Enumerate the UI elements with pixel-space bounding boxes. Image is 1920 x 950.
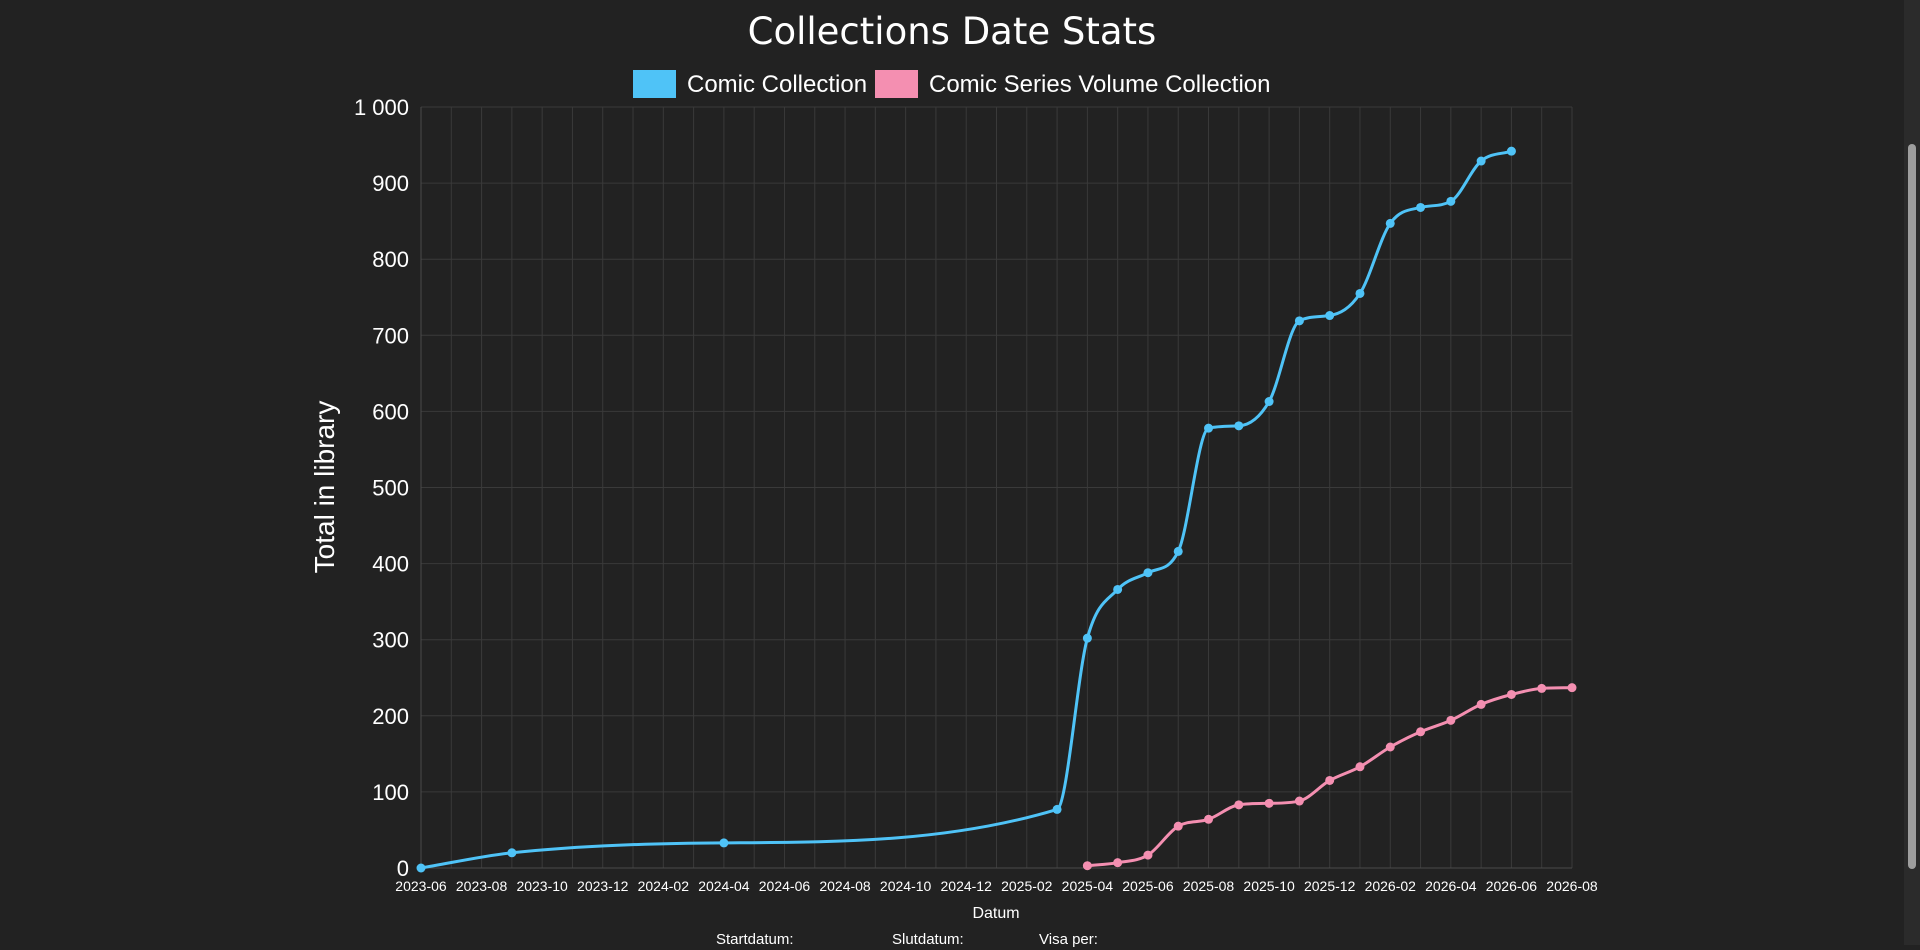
data-point — [1113, 584, 1123, 594]
data-point — [1234, 800, 1244, 810]
data-point — [1476, 699, 1486, 709]
legend-swatch-comic-collection — [633, 70, 676, 98]
y-tick-label: 700 — [372, 323, 409, 348]
data-point — [1264, 798, 1274, 808]
x-tick-label: 2024-12 — [941, 878, 993, 894]
y-axis-label: Total in library — [309, 401, 340, 574]
data-point — [507, 848, 517, 858]
data-point — [1416, 202, 1426, 212]
x-axis-ticks: 2023-06 2023-08 2023-10 2023-12 2024-02 2024-… — [395, 878, 1598, 894]
data-point — [1294, 796, 1304, 806]
legend-item-comic-series-volume-collection[interactable]: Comic Series Volume Collection — [875, 70, 1270, 98]
series-comic-collection — [416, 146, 1516, 873]
series-layer — [416, 146, 1577, 873]
data-point — [1173, 546, 1183, 556]
scrollbar-track[interactable] — [1904, 0, 1920, 945]
scrollbar-thumb[interactable] — [1908, 144, 1916, 869]
data-point — [1385, 218, 1395, 228]
series-comic-series-volume-collection — [1082, 683, 1577, 871]
x-tick-label: 2023-06 — [395, 878, 447, 894]
data-point — [1264, 397, 1274, 407]
x-tick-label: 2026-08 — [1546, 878, 1598, 894]
x-tick-label: 2025-04 — [1062, 878, 1114, 894]
y-tick-label: 200 — [372, 704, 409, 729]
data-point — [1446, 196, 1456, 206]
data-point — [1355, 288, 1365, 298]
data-point — [1234, 421, 1244, 431]
data-point — [1416, 727, 1426, 737]
series-line-comic-collection — [420, 149, 1512, 870]
x-tick-label: 2025-08 — [1183, 878, 1235, 894]
x-tick-label: 2025-06 — [1122, 878, 1174, 894]
y-axis-ticks: 0 100 200 300 400 500 600 700 800 900 1 000 — [354, 95, 409, 881]
data-point — [1537, 683, 1547, 693]
data-point — [416, 863, 426, 873]
x-tick-label: 2023-10 — [516, 878, 568, 894]
data-point — [1355, 762, 1365, 772]
y-tick-label: 400 — [372, 552, 409, 577]
legend-item-comic-collection[interactable]: Comic Collection — [633, 70, 867, 98]
x-tick-label: 2024-10 — [880, 878, 932, 894]
data-point — [1506, 689, 1516, 699]
chart-title: Collections Date Stats — [748, 10, 1157, 53]
legend-label-comic-series-volume-collection: Comic Series Volume Collection — [929, 71, 1270, 98]
data-point — [1113, 858, 1123, 868]
x-tick-label: 2024-08 — [819, 878, 871, 894]
grid — [420, 106, 1573, 869]
x-tick-label: 2024-02 — [638, 878, 690, 894]
data-point — [1143, 850, 1153, 860]
y-tick-label: 500 — [372, 476, 409, 501]
legend-swatch-comic-series-volume-collection — [875, 70, 918, 98]
date-controls: Startdatum: Slutdatum: Visa per: — [0, 929, 1904, 948]
y-tick-label: 0 — [397, 856, 409, 881]
show-per-label: Visa per: — [1039, 931, 1098, 948]
x-tick-label: 2023-12 — [577, 878, 629, 894]
data-point — [1506, 146, 1516, 156]
y-tick-label: 600 — [372, 399, 409, 424]
y-tick-label: 1 000 — [354, 95, 409, 120]
y-tick-label: 100 — [372, 780, 409, 805]
data-point — [1143, 568, 1153, 578]
data-point — [1082, 633, 1092, 643]
y-tick-label: 800 — [372, 247, 409, 272]
start-date-label: Startdatum: — [716, 931, 794, 948]
x-tick-label: 2023-08 — [456, 878, 508, 894]
x-tick-label: 2025-10 — [1243, 878, 1295, 894]
data-point — [1204, 423, 1214, 433]
data-point — [1446, 715, 1456, 725]
data-point — [1567, 683, 1577, 693]
data-point — [1476, 156, 1486, 166]
legend-label-comic-collection: Comic Collection — [687, 71, 867, 98]
data-point — [1204, 814, 1214, 824]
x-tick-label: 2024-06 — [759, 878, 811, 894]
end-date-label: Slutdatum: — [892, 931, 964, 948]
x-tick-label: 2024-04 — [698, 878, 750, 894]
data-point — [1325, 775, 1335, 785]
x-tick-label: 2025-02 — [1001, 878, 1053, 894]
data-point — [1082, 861, 1092, 871]
x-tick-label: 2026-02 — [1365, 878, 1417, 894]
data-point — [1052, 804, 1062, 814]
data-point — [719, 838, 729, 848]
data-point — [1294, 316, 1304, 326]
x-tick-label: 2025-12 — [1304, 878, 1356, 894]
y-tick-label: 300 — [372, 628, 409, 653]
x-axis-label: Datum — [972, 905, 1019, 922]
x-tick-label: 2026-04 — [1425, 878, 1477, 894]
y-tick-label: 900 — [372, 171, 409, 196]
legend: Comic Collection Comic Series Volume Col… — [633, 70, 1270, 98]
x-tick-label: 2026-06 — [1486, 878, 1538, 894]
data-point — [1385, 742, 1395, 752]
data-point — [1325, 311, 1335, 321]
data-point — [1173, 821, 1183, 831]
